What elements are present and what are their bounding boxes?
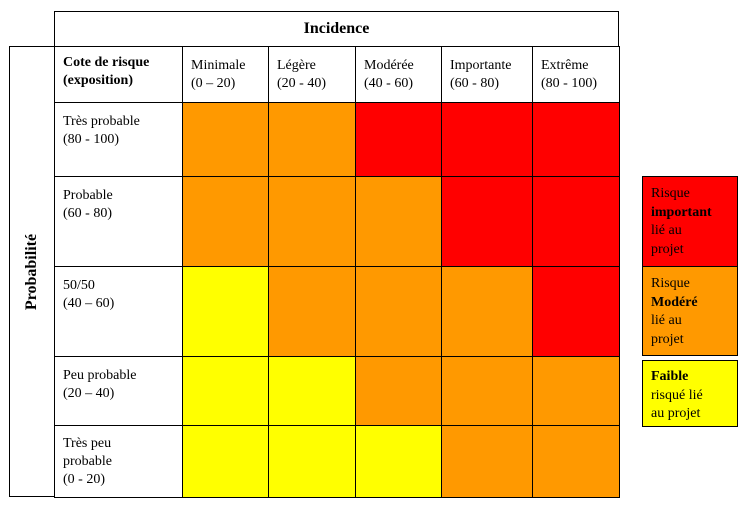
- column-range: (40 - 60): [364, 76, 413, 91]
- row-header: Peu probable (20 – 40): [54, 356, 183, 426]
- probability-header: Probabilité: [9, 46, 55, 497]
- legend-high: Risque important lié au projet: [642, 176, 738, 267]
- corner-cell: Cote de risque (exposition): [54, 46, 183, 103]
- risk-cell-moderate: [355, 266, 442, 357]
- legend-low-line2: risqué lié: [651, 387, 703, 403]
- column-name: Extrême: [541, 58, 589, 73]
- risk-cell-high: [532, 102, 620, 177]
- row-header: 50/50 (40 – 60): [54, 266, 183, 357]
- risk-cell-low: [268, 425, 356, 498]
- risk-cell-low: [268, 356, 356, 426]
- legend-high-line4: projet: [651, 241, 684, 257]
- row-label-line: Très peu: [63, 436, 112, 451]
- risk-cell-moderate: [182, 176, 269, 267]
- incidence-title: Incidence: [303, 20, 370, 37]
- legend-moderate-line1: Risque: [651, 276, 690, 291]
- legend-high-line1: Risque: [651, 186, 690, 201]
- column-range: (0 – 20): [191, 76, 236, 91]
- column-name: Légère: [277, 58, 316, 73]
- legend-moderate-line4: projet: [651, 331, 684, 347]
- corner-line1: Cote de risque: [63, 55, 150, 70]
- column-name: Importante: [450, 58, 512, 73]
- column-name: Modérée: [364, 58, 414, 73]
- risk-cell-moderate: [441, 356, 533, 426]
- risk-cell-high: [441, 176, 533, 267]
- row-label-line: probable: [63, 454, 112, 469]
- row-header: Très peu probable (0 - 20): [54, 425, 183, 498]
- risk-cell-moderate: [182, 102, 269, 177]
- risk-cell-moderate: [268, 266, 356, 357]
- column-header: Légère (20 - 40): [268, 46, 356, 103]
- risk-cell-moderate: [355, 356, 442, 426]
- column-name: Minimale: [191, 58, 246, 73]
- column-range: (80 - 100): [541, 76, 597, 91]
- row-header: Très probable (80 - 100): [54, 102, 183, 177]
- risk-cell-moderate: [441, 425, 533, 498]
- row-label-line: (60 - 80): [63, 206, 112, 221]
- probability-title: Probabilité: [23, 233, 40, 311]
- column-header: Minimale (0 – 20): [182, 46, 269, 103]
- column-range: (20 - 40): [277, 76, 326, 91]
- row-label-line: Probable: [63, 188, 113, 203]
- legend-high-line3: lié au: [651, 223, 682, 238]
- legend-moderate-line2: Modéré: [651, 294, 698, 310]
- risk-cell-moderate: [532, 425, 620, 498]
- risk-cell-moderate: [268, 176, 356, 267]
- row-label-line: Très probable: [63, 114, 140, 129]
- column-range: (60 - 80): [450, 76, 499, 91]
- incidence-header: Incidence: [54, 11, 619, 47]
- risk-cell-low: [355, 425, 442, 498]
- row-label-line: (20 – 40): [63, 386, 115, 401]
- legend-low: Faible risqué lié au projet: [642, 360, 738, 427]
- legend-moderate: Risque Modéré lié au projet: [642, 266, 738, 356]
- risk-cell-low: [182, 356, 269, 426]
- row-label-line: (40 – 60): [63, 296, 115, 311]
- risk-cell-moderate: [441, 266, 533, 357]
- legend-low-line3: au projet: [651, 406, 701, 421]
- risk-cell-low: [182, 425, 269, 498]
- row-label-line: (80 - 100): [63, 132, 119, 147]
- legend-moderate-line3: lié au: [651, 313, 682, 328]
- row-header: Probable (60 - 80): [54, 176, 183, 267]
- risk-cell-high: [355, 102, 442, 177]
- risk-cell-high: [532, 176, 620, 267]
- legend-low-line1: Faible: [651, 369, 689, 384]
- risk-cell-moderate: [355, 176, 442, 267]
- row-label-line: 50/50: [63, 278, 95, 293]
- column-header: Modérée (40 - 60): [355, 46, 442, 103]
- column-header: Extrême (80 - 100): [532, 46, 620, 103]
- risk-cell-low: [182, 266, 269, 357]
- risk-cell-high: [532, 266, 620, 357]
- legend-high-line2: important: [651, 204, 712, 220]
- row-label-line: Peu probable: [63, 368, 137, 383]
- column-header: Importante (60 - 80): [441, 46, 533, 103]
- row-label-line: (0 - 20): [63, 472, 105, 487]
- risk-cell-moderate: [268, 102, 356, 177]
- corner-line2: (exposition): [63, 73, 133, 88]
- risk-cell-high: [441, 102, 533, 177]
- risk-cell-moderate: [532, 356, 620, 426]
